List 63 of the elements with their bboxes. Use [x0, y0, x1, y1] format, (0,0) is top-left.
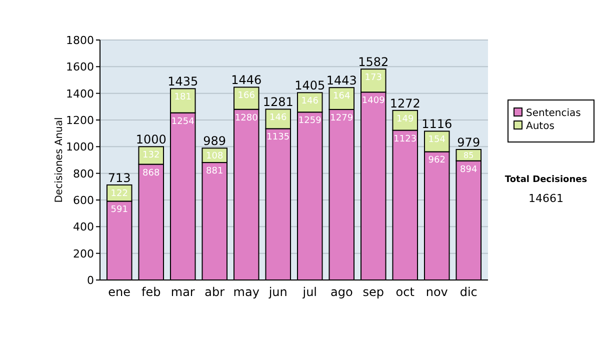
- data-label: 154: [428, 135, 446, 146]
- total-label: 713: [108, 170, 131, 185]
- data-label: 146: [270, 113, 287, 124]
- data-label: 166: [238, 91, 256, 102]
- data-label: 146: [301, 96, 319, 107]
- y-tick-label: 600: [73, 194, 94, 207]
- total-label: 1281: [262, 95, 294, 110]
- y-tick-label: 1400: [66, 87, 94, 100]
- legend-label: Autos: [526, 121, 554, 132]
- x-tick-label: oct: [396, 285, 415, 299]
- x-tick-label: nov: [426, 285, 448, 299]
- data-label: 881: [206, 166, 224, 177]
- y-tick-label: 1600: [66, 60, 94, 74]
- y-tick-label: 1800: [66, 34, 94, 47]
- y-tick-label: 800: [73, 167, 94, 180]
- x-tick-label: may: [233, 285, 260, 299]
- data-label: 181: [174, 92, 192, 103]
- x-tick-label: jun: [268, 285, 288, 299]
- data-label: 1254: [171, 116, 195, 127]
- total-label: 989: [203, 134, 226, 148]
- y-tick-label: 1000: [66, 140, 94, 154]
- x-tick-label: jul: [302, 285, 318, 299]
- x-tick-label: dic: [460, 285, 478, 299]
- x-tick-label: ene: [108, 285, 131, 299]
- total-label: 1272: [390, 96, 420, 110]
- x-tick-label: feb: [142, 285, 161, 299]
- x-tick-label: ago: [330, 285, 353, 299]
- data-label: 591: [110, 205, 128, 216]
- data-label: 149: [396, 114, 414, 124]
- data-label: 1409: [362, 96, 386, 106]
- total-label: 1443: [326, 74, 357, 88]
- total-label: 1116: [422, 117, 452, 132]
- x-tick-label: sep: [362, 285, 384, 299]
- data-label: 1135: [266, 132, 290, 143]
- data-label: 132: [142, 150, 160, 161]
- data-label: 122: [110, 188, 128, 199]
- data-label: 164: [333, 92, 350, 102]
- total-label: 1582: [358, 55, 389, 70]
- y-tick-label: 0: [87, 274, 94, 287]
- data-label: 173: [364, 73, 382, 84]
- data-label: 962: [428, 156, 446, 166]
- data-label: 868: [142, 168, 160, 178]
- data-label: 1279: [330, 113, 354, 124]
- data-label: 1123: [394, 134, 417, 144]
- total-label: 1435: [168, 74, 198, 89]
- y-axis-title: Decisiones Anual: [54, 117, 65, 203]
- total-label: 1000: [136, 132, 166, 147]
- total-label: 1405: [294, 78, 326, 93]
- y-tick-label: 400: [73, 220, 94, 234]
- legend-label: Sentencias: [526, 108, 581, 119]
- total-label: 979: [457, 135, 480, 150]
- data-label: 1259: [298, 116, 322, 126]
- x-tick-label: abr: [204, 285, 225, 299]
- y-tick-label: 200: [73, 247, 94, 260]
- y-tick-label: 1200: [66, 114, 94, 127]
- data-label: 1280: [234, 113, 258, 124]
- data-label: 85: [464, 151, 474, 160]
- text: 14661: [528, 192, 564, 205]
- data-label: 894: [460, 164, 478, 175]
- text: Total Decisiones: [504, 175, 588, 185]
- data-label: 108: [206, 151, 224, 162]
- x-tick-label: mar: [170, 285, 195, 299]
- total-label: 1446: [231, 73, 262, 88]
